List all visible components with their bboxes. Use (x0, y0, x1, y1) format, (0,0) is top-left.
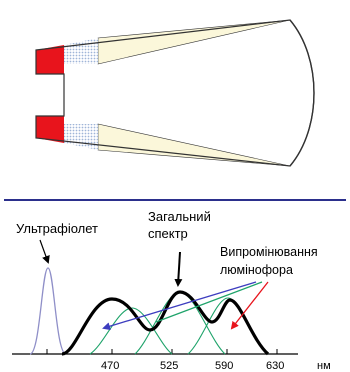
arrow-phosphor-red (230, 281, 269, 330)
led-chip-top (36, 45, 64, 74)
arrow-phosphor-blue (102, 281, 257, 331)
label-total-line2: спектр (148, 226, 188, 241)
dome-lens (289, 19, 315, 167)
tick-label-630: 630 (266, 360, 284, 372)
arrow-total (174, 251, 183, 287)
unit-label: нм (317, 360, 331, 372)
led-body (35, 19, 315, 167)
spectrum-plot: Ультрафіолет Загальний спектр Випромінюв… (12, 209, 331, 372)
total-spectrum-curve (61, 290, 270, 356)
label-phosphor-line2: люмінофора (220, 263, 293, 277)
phosphor-curve-1 (89, 307, 173, 355)
light-cone-bottom (97, 123, 291, 167)
light-cone-top (97, 19, 291, 65)
label-phosphor-line1: Випромінювання (220, 245, 318, 259)
label-ultraviolet: Ультрафіолет (16, 221, 98, 236)
uv-peak (29, 267, 67, 355)
arrow-phosphor-green (155, 281, 263, 323)
tick-label-470: 470 (101, 360, 119, 372)
phosphor-top (64, 38, 98, 64)
phosphor-bottom (64, 124, 98, 150)
arrow-uv (39, 239, 50, 264)
tick-label-590: 590 (215, 360, 233, 372)
led-chip-bottom (36, 116, 64, 143)
tick-label-525: 525 (160, 360, 178, 372)
phosphor-curve-3 (187, 297, 269, 355)
label-total-line1: Загальний (148, 209, 211, 224)
